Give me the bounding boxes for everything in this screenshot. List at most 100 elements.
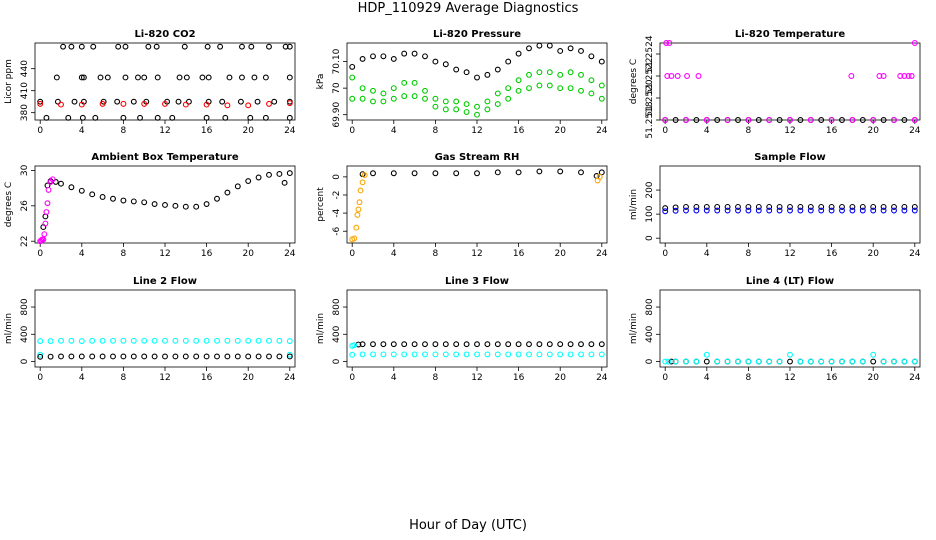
y-tick-label: 0 <box>332 174 342 180</box>
data-point <box>60 43 67 50</box>
data-point <box>286 114 293 121</box>
data-point <box>282 43 289 50</box>
data-point <box>596 173 603 180</box>
data-point <box>724 117 731 123</box>
data-point <box>849 358 856 365</box>
data-point <box>849 207 856 214</box>
data-point <box>745 117 752 123</box>
data-point <box>181 43 188 50</box>
data-point <box>58 101 64 108</box>
data-point <box>411 93 418 100</box>
y-tick-label: 100 <box>645 205 655 222</box>
series-2 <box>349 172 603 243</box>
data-point <box>494 90 501 97</box>
data-point <box>78 353 85 360</box>
data-point <box>766 207 773 214</box>
data-point <box>880 203 887 210</box>
data-point <box>901 203 908 210</box>
data-point <box>359 95 366 102</box>
data-point <box>870 358 877 365</box>
data-point <box>776 203 783 210</box>
data-point <box>828 207 835 214</box>
data-point <box>891 207 897 214</box>
y-tick-label: 800 <box>332 298 342 315</box>
series-3 <box>349 82 605 118</box>
data-point <box>45 186 52 193</box>
series-1 <box>60 43 293 50</box>
data-point <box>484 341 491 348</box>
x-tick-label: 0 <box>349 126 355 136</box>
data-point <box>89 191 96 198</box>
data-point <box>58 337 64 344</box>
data-point <box>205 74 212 81</box>
data-point <box>276 337 283 344</box>
data-point <box>162 201 168 208</box>
x-tick-label: 0 <box>662 249 668 259</box>
data-point <box>536 341 543 348</box>
data-point <box>891 358 897 365</box>
x-tick-label: 12 <box>471 126 482 136</box>
x-tick-label: 4 <box>79 126 85 136</box>
data-point <box>908 73 915 79</box>
data-point <box>370 53 376 60</box>
data-point <box>203 114 210 121</box>
data-point <box>870 203 877 210</box>
data-point <box>755 117 762 123</box>
data-point <box>78 43 85 50</box>
series-2 <box>37 351 293 358</box>
data-point <box>110 353 116 360</box>
data-point <box>567 351 574 358</box>
data-point <box>104 74 111 81</box>
chart-title: Sample Flow <box>754 152 826 163</box>
data-point <box>219 98 226 105</box>
data-point <box>859 117 866 123</box>
data-point <box>255 353 262 360</box>
data-point <box>411 341 418 348</box>
data-point <box>557 341 564 348</box>
x-tick-label: 0 <box>349 249 355 259</box>
data-point <box>598 58 605 65</box>
data-point <box>281 179 288 186</box>
x-tick-label: 16 <box>826 373 838 383</box>
data-point <box>151 201 158 208</box>
x-tick-label: 8 <box>433 373 439 383</box>
data-point <box>141 353 148 360</box>
data-point <box>494 351 501 358</box>
data-point <box>203 201 210 208</box>
data-point <box>745 358 752 365</box>
data-point <box>214 195 220 202</box>
data-point <box>588 341 595 348</box>
series-2 <box>53 74 293 81</box>
chart-panel-7: Line 2 Flow ml/min 0 4 8 12 16 20 24 0 400 800 <box>4 276 296 383</box>
data-point <box>695 73 702 79</box>
data-point <box>494 66 501 73</box>
data-point <box>463 351 470 358</box>
data-point <box>193 353 200 360</box>
data-point <box>247 114 254 121</box>
data-point <box>175 98 182 105</box>
data-point <box>141 74 148 81</box>
data-point <box>891 117 897 123</box>
data-point <box>766 358 773 365</box>
data-point <box>505 95 512 102</box>
data-point <box>266 171 272 178</box>
data-point <box>120 353 127 360</box>
data-point <box>703 203 710 210</box>
data-point <box>901 358 908 365</box>
data-point <box>797 203 804 210</box>
data-point <box>411 170 418 177</box>
data-point <box>442 98 449 105</box>
x-tick-label: 16 <box>201 126 213 136</box>
data-point <box>672 358 679 365</box>
data-point <box>598 95 605 102</box>
series-2 <box>662 351 918 365</box>
data-point <box>474 111 480 118</box>
data-point <box>234 183 241 190</box>
data-point <box>735 358 741 365</box>
data-point <box>668 73 675 79</box>
y-tick-label: 70.10 <box>332 48 342 74</box>
data-point <box>474 74 480 81</box>
data-point <box>911 203 918 210</box>
data-point <box>349 351 356 358</box>
data-point <box>203 353 210 360</box>
